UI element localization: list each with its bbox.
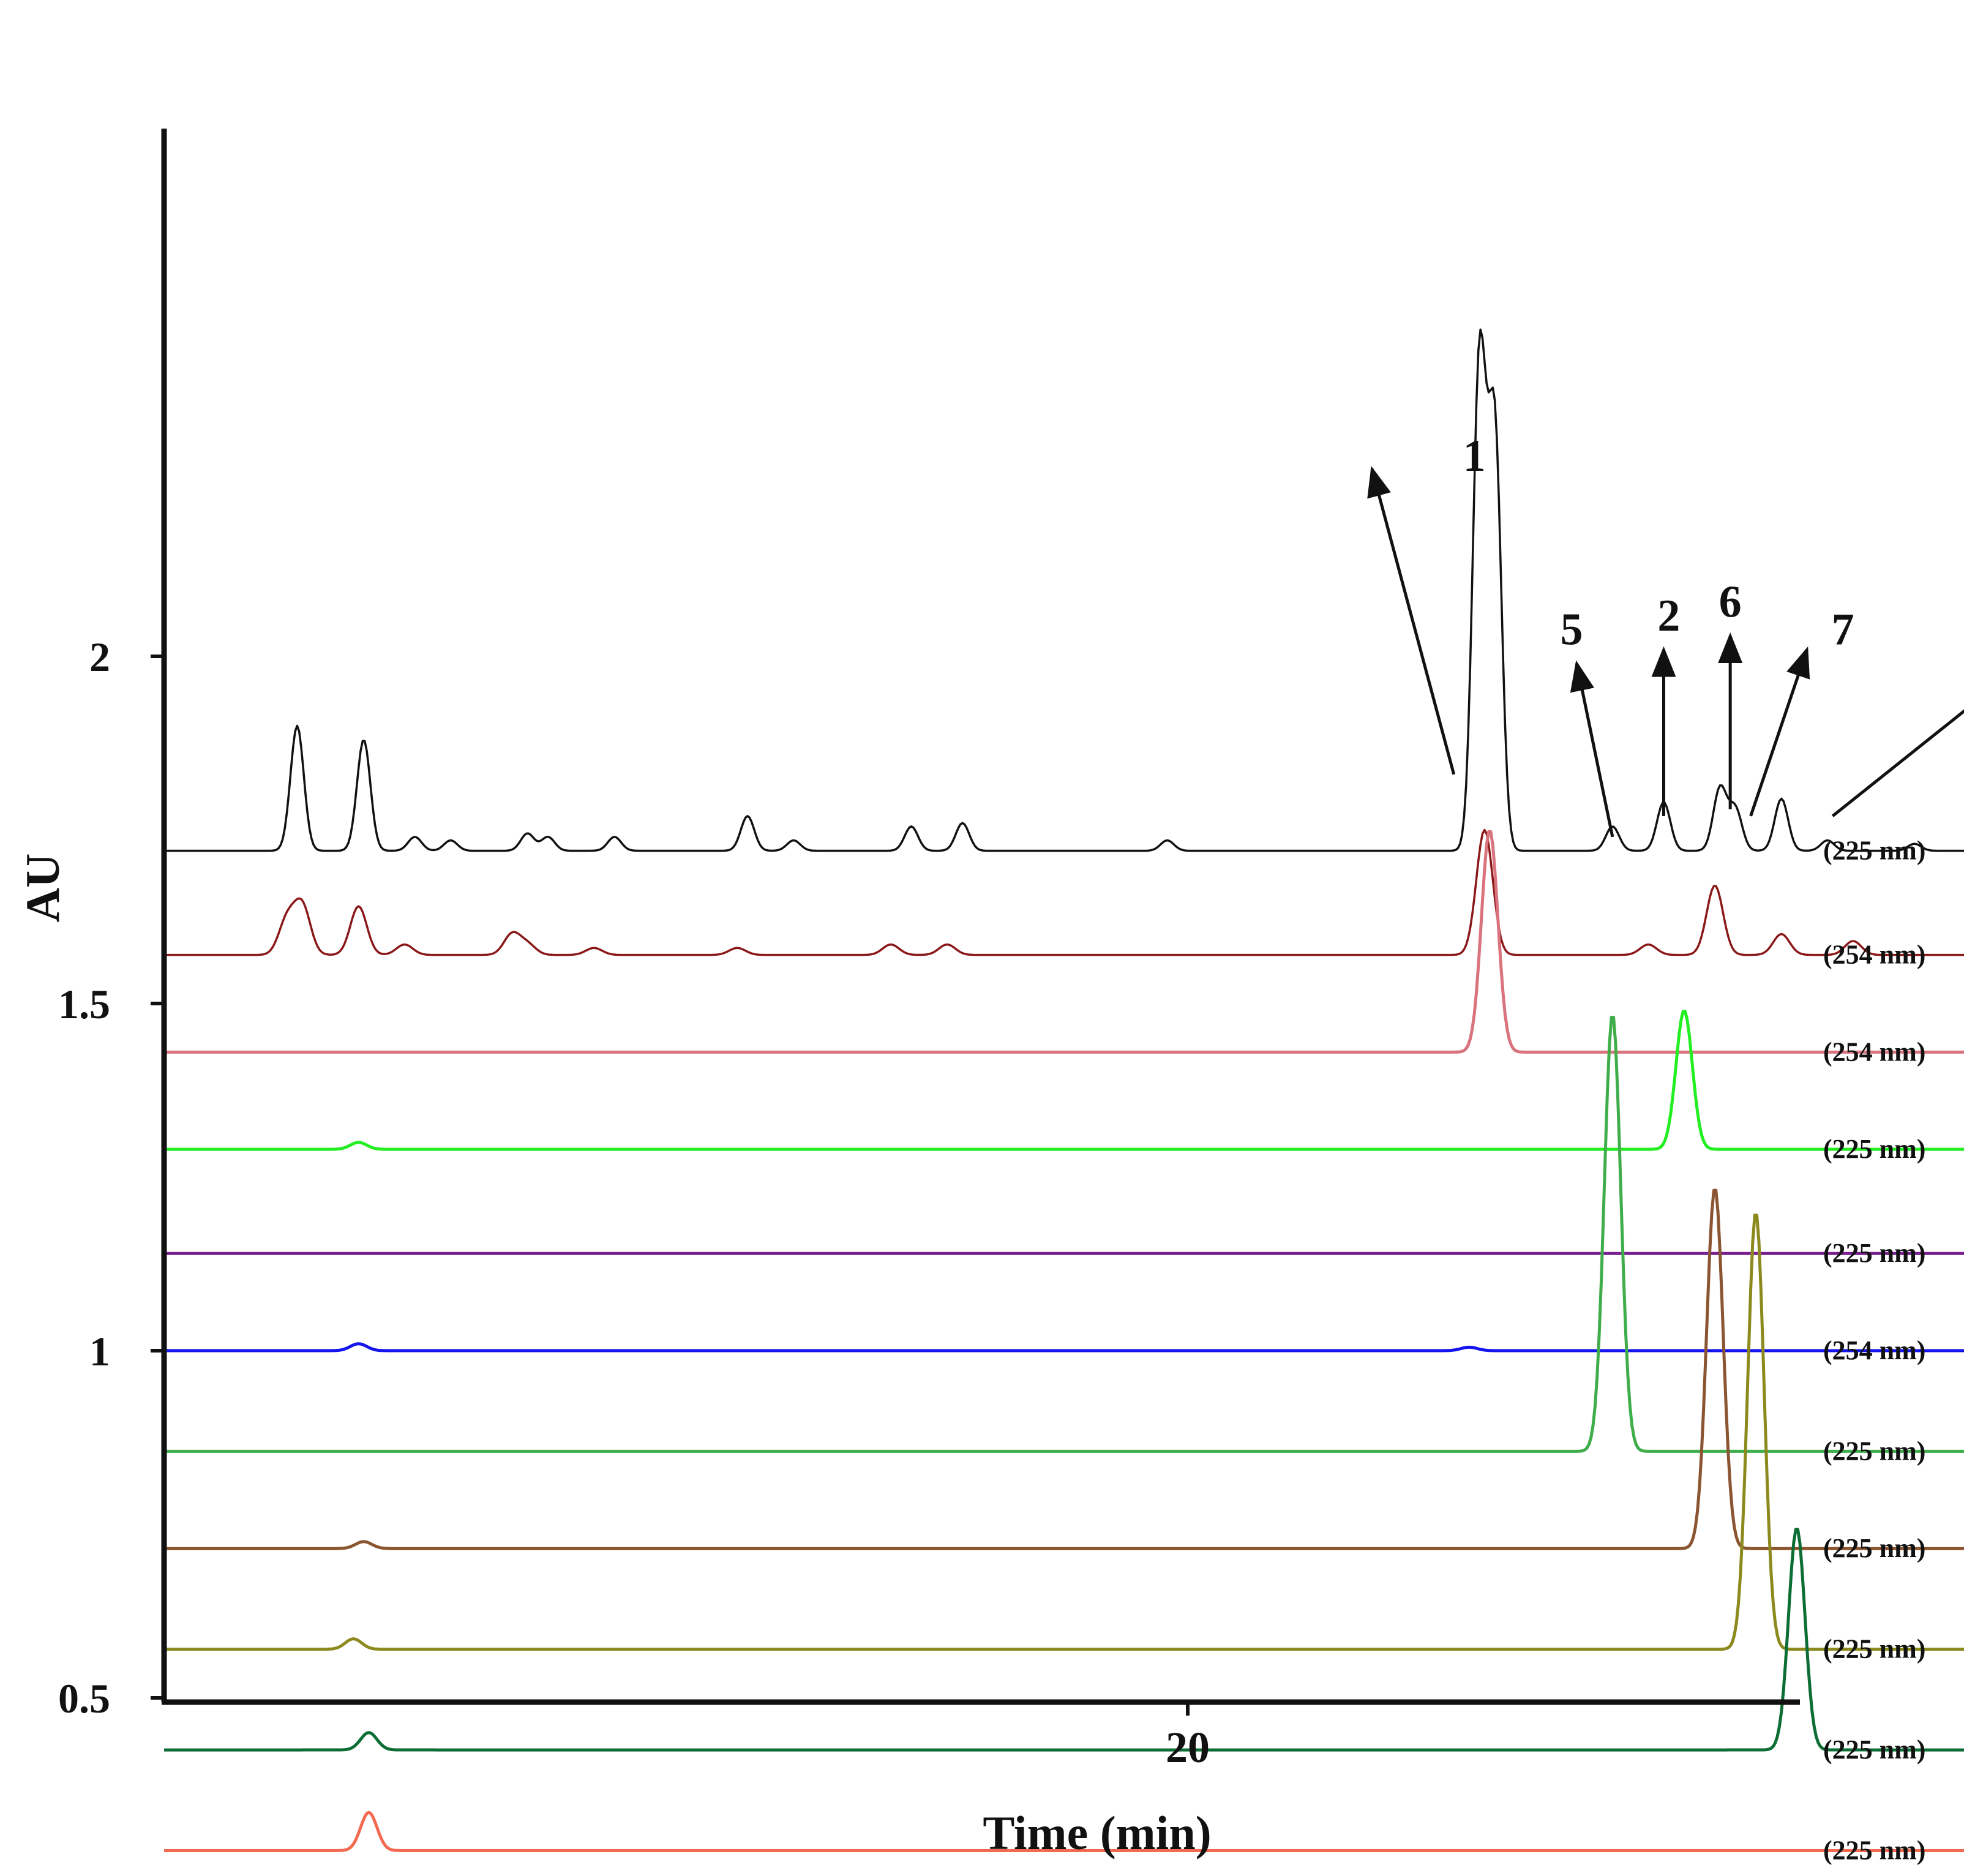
- trace-5: [164, 1251, 1964, 1255]
- trace-label-7: (225 nm): [1823, 1436, 1925, 1466]
- peak-label-7: 7: [1832, 605, 1854, 655]
- trace-label-6: (254 nm): [1823, 1335, 1925, 1365]
- peak-arrow-7: [1749, 646, 1810, 817]
- trace-label-1: (225 nm): [1823, 836, 1925, 866]
- peak-label-5: 5: [1561, 605, 1583, 655]
- trace-label-2: (254 nm): [1823, 940, 1925, 970]
- y-tick-label-1: 0.5: [58, 1675, 110, 1722]
- trace-8: [164, 1188, 1964, 1550]
- trace-label-10: (225 nm): [1823, 1735, 1925, 1765]
- x-axis-title: Time (min): [983, 1806, 1211, 1859]
- trace-label-11: (225 nm): [1823, 1836, 1925, 1866]
- peak-label-6: 6: [1719, 577, 1742, 627]
- x-tick-label-1: 20: [1166, 1723, 1210, 1772]
- trace-11: [164, 1810, 1964, 1852]
- trace-3: [164, 830, 1964, 1054]
- trace-label-5: (225 nm): [1823, 1238, 1925, 1268]
- trace-9: [164, 1214, 1964, 1651]
- trace-4: [164, 1010, 1964, 1151]
- peak-arrow-1: [1367, 465, 1456, 775]
- y-axis-title: AU: [16, 854, 69, 923]
- trace-label-4: (225 nm): [1823, 1134, 1925, 1164]
- trace-1: [164, 328, 1964, 852]
- trace-label-3: (254 nm): [1823, 1037, 1925, 1067]
- trace-7: [164, 1016, 1964, 1453]
- y-tick-label-3: 1.5: [58, 981, 110, 1027]
- trace-2: [164, 828, 1964, 956]
- y-tick-label-4: 2: [89, 634, 110, 680]
- peak-label-1: 1: [1463, 431, 1486, 481]
- trace-label-9: (225 nm): [1823, 1634, 1925, 1664]
- peak-label-2: 2: [1657, 591, 1680, 641]
- peak-arrow-5: [1570, 660, 1614, 838]
- peak-arrow-8: [1831, 709, 1964, 817]
- trace-10: [164, 1528, 1964, 1752]
- trace-label-8: (225 nm): [1823, 1533, 1925, 1563]
- y-tick-label-2: 1: [89, 1328, 110, 1375]
- trace-6: [164, 1342, 1964, 1353]
